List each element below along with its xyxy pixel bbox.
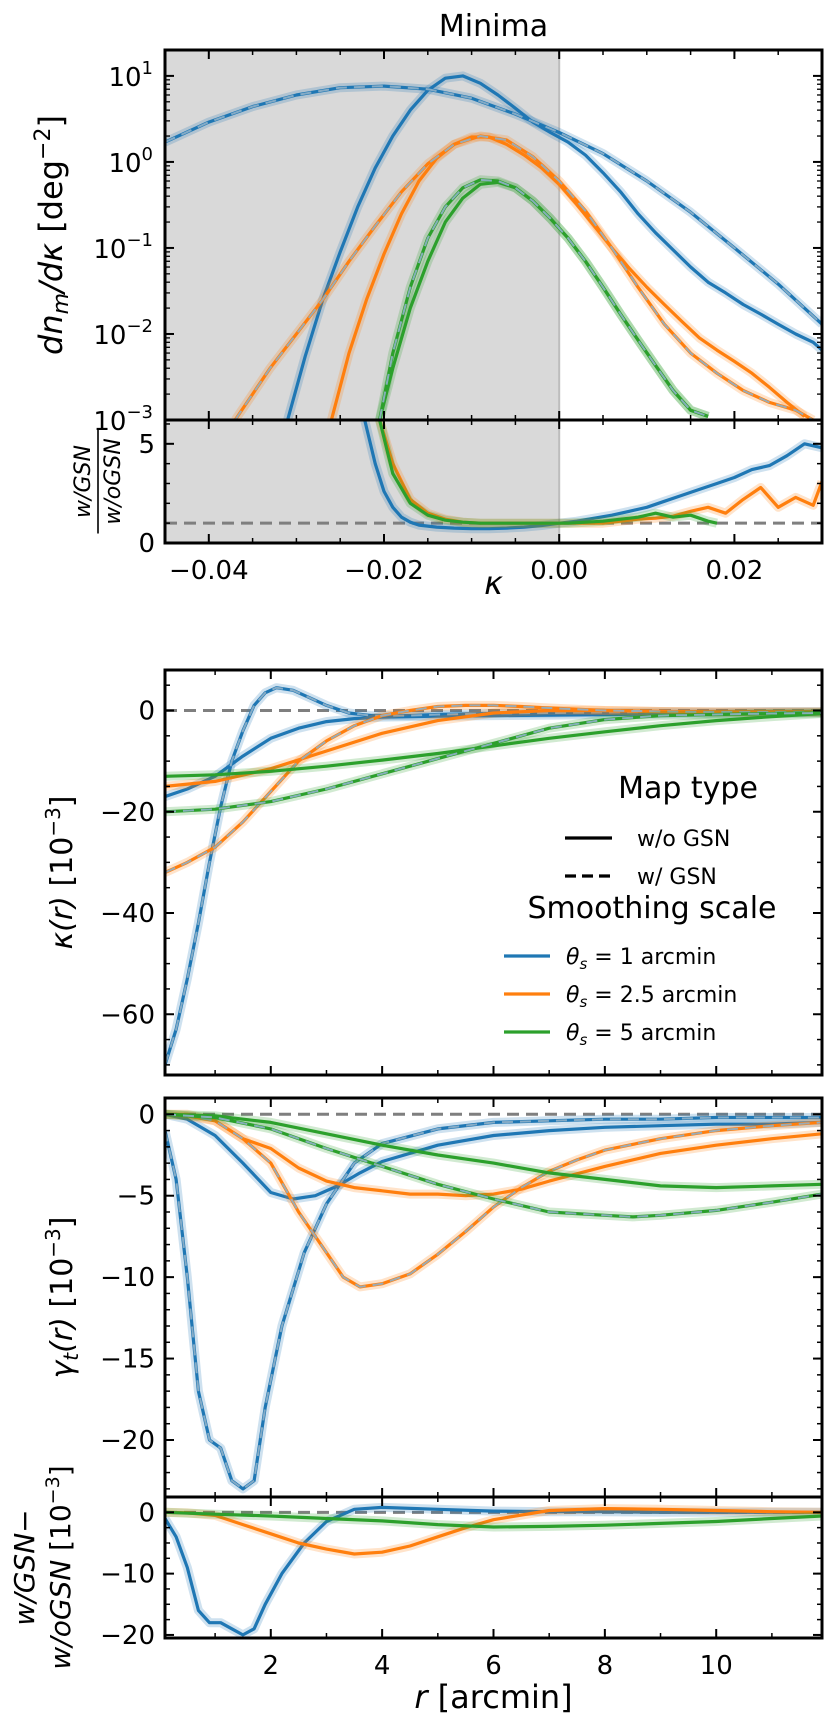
counts-y-ticks: 10−3 10−2 10−1 100 101	[93, 58, 822, 437]
shear_profile-y-ticks: −20 −15 −10 −5 0	[100, 1097, 822, 1490]
legend-entry-with-gsn: w/ GSN	[637, 865, 717, 890]
kappa_profile-ytick-label-2: −20	[100, 798, 155, 828]
kappa_profile-ytick-label-1: −40	[100, 899, 155, 929]
ratio-series-2-line	[378, 420, 718, 525]
shear_profile-series-4-line	[165, 1112, 822, 1190]
counts-series-5-dash	[378, 178, 709, 420]
shear_profile-ytick-label-1: −15	[100, 1345, 155, 1375]
shear-plot-area	[165, 1109, 822, 1494]
shear_difference-xtick-label-2: 6	[485, 1651, 502, 1681]
kappa_profile-x-ticks	[214, 670, 773, 1075]
ratio-ylabel: w/GSN w/oGSN	[71, 429, 126, 534]
legend-entry-without-gsn: w/o GSN	[637, 827, 730, 852]
ratio-frame	[163, 418, 824, 545]
shear_difference-y-ticks: −20 −10 0	[100, 1496, 822, 1651]
shear_profile-series-3-dash	[165, 1113, 822, 1288]
counts-ytick-label-1: 10−2	[93, 316, 153, 351]
kappa_profile-y-ticks: −60 −40 −20 0	[100, 684, 822, 1066]
counts-ytick-label-3: 100	[108, 144, 153, 179]
kappa_profile-series-1-dash	[165, 686, 822, 1066]
shear_profile-series-5-dash	[165, 1113, 822, 1218]
legend-title-map-type: Map type	[618, 771, 758, 806]
shear_profile-series-1-dash	[165, 1116, 822, 1490]
kappa_profile-series-4-line	[165, 711, 822, 778]
counts-ylabel: dnm/dκ [deg−2]	[31, 115, 74, 355]
counts-series-2-line	[329, 135, 806, 420]
shear_difference-series-1-line	[165, 1506, 822, 1556]
counts-series-0-line	[286, 74, 822, 420]
difference-plot-area	[165, 1502, 822, 1638]
counts-ytick-label-2: 10−1	[93, 230, 153, 265]
shear_profile-series-2-line	[165, 1112, 822, 1198]
counts-series-3-dash	[234, 135, 814, 420]
shear_difference-x-ticks: 2 4 6 8 10	[214, 1497, 773, 1681]
shear_difference-xtick-label-1: 4	[374, 1651, 391, 1681]
ratio-plot-area	[165, 420, 822, 543]
legend-entry-green: θs = 5 arcmin	[566, 1021, 716, 1049]
ratio-xtick-label-3: 0.02	[705, 556, 763, 586]
counts-ytick-label-0: 10−3	[93, 402, 153, 437]
shear_difference-series-2-line	[165, 1510, 822, 1529]
legend-entry-orange: θs = 2.5 arcmin	[566, 983, 737, 1011]
kappa_profile-ytick-label-3: 0	[138, 697, 155, 727]
ratio-ylabel-denominator: w/oGSN	[101, 438, 126, 524]
ratio-x-ticks: −0.04 −0.02 0.00 0.02	[164, 420, 779, 586]
legend-entry-blue: θs = 1 arcmin	[566, 945, 716, 973]
shear_profile-series-0-line	[165, 1112, 822, 1201]
kappa-frame	[163, 668, 824, 1077]
shear_profile-series-1-band	[165, 1113, 822, 1494]
difference-ylabel: w/GSN− w/oGSN [10−3]	[8, 1465, 77, 1669]
kappa-ylabel: κ(r) [10−3]	[41, 795, 80, 949]
ratio-xtick-label-1: −0.02	[344, 556, 424, 586]
shear_profile-ytick-label-2: −10	[100, 1263, 155, 1293]
difference-xlabel: r [arcmin]	[414, 1678, 572, 1716]
shear_profile-ytick-label-0: −20	[100, 1426, 155, 1456]
shear_difference-ytick-label-0: −20	[100, 1621, 155, 1651]
shear_difference-xtick-label-3: 8	[597, 1651, 614, 1681]
counts-plot-area	[165, 50, 822, 420]
legend-title-smoothing-scale: Smoothing scale	[528, 891, 777, 926]
ratio-xtick-label-0: −0.04	[169, 556, 249, 586]
shear_difference-xtick-label-4: 10	[700, 1651, 733, 1681]
shear_profile-x-ticks	[214, 1098, 773, 1497]
ratio-ytick-label-1: 5	[138, 430, 155, 460]
shear_difference-ytick-label-2: 0	[138, 1498, 155, 1528]
kappa_profile-series-3-dash	[165, 704, 822, 874]
negative-kappa-shade	[165, 50, 560, 420]
counts-series-1-dash	[165, 85, 822, 325]
shear_profile-ytick-label-4: 0	[138, 1100, 155, 1130]
chart-title: Minima	[439, 9, 548, 44]
ratio-ytick-label-0: 0	[138, 529, 155, 559]
counts-xlabel: κ	[484, 564, 503, 602]
kappa_profile-series-5-dash	[165, 712, 822, 813]
shear_profile-ytick-label-3: −5	[117, 1182, 155, 1212]
shear_difference-ytick-label-1: −10	[100, 1560, 155, 1590]
ratio-y-ticks: 05	[138, 423, 822, 559]
kappa-plot-area	[165, 683, 822, 1067]
counts-ytick-label-4: 101	[108, 58, 153, 93]
ratio-xtick-label-2: 0.00	[530, 556, 588, 586]
shear-ylabel: γt(r) [10−3]	[41, 1217, 83, 1379]
counts-y-minor-ticks	[165, 49, 822, 395]
shear_difference-xtick-label-0: 2	[263, 1651, 280, 1681]
difference-ylabel-line1: w/GSN−	[8, 1509, 41, 1625]
difference-ylabel-line2: w/oGSN [10−3]	[42, 1465, 77, 1669]
ratio-ylabel-numerator: w/GSN	[71, 445, 96, 518]
kappa_profile-ytick-label-0: −60	[100, 1000, 155, 1030]
